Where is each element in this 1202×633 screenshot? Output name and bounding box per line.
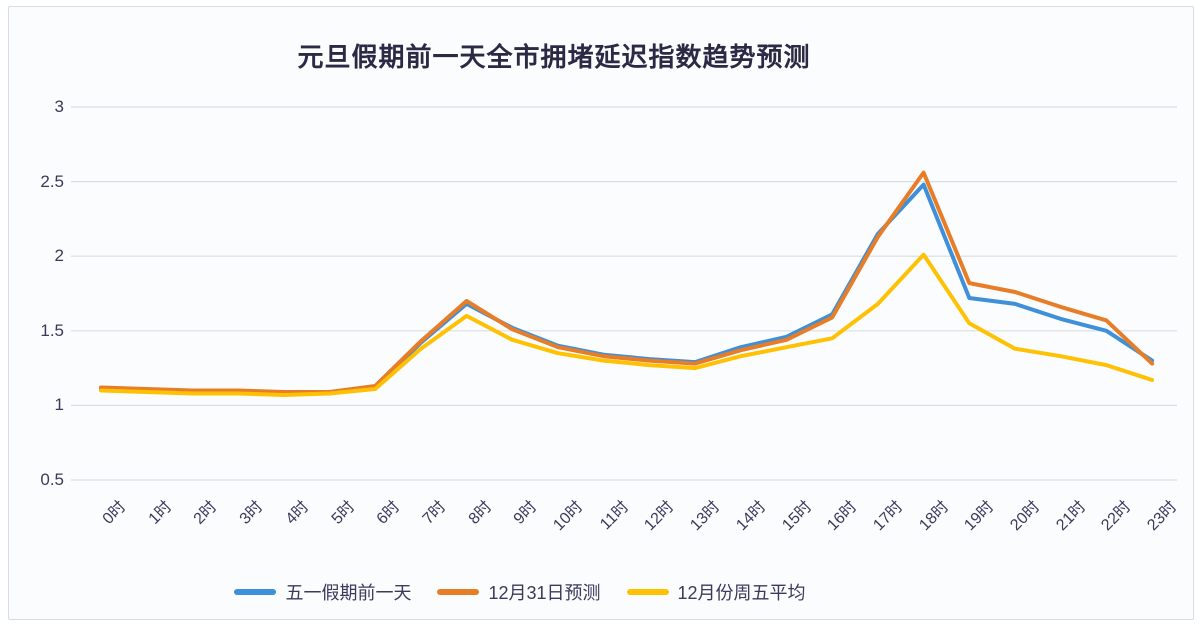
series-line-1 xyxy=(99,170,1155,394)
legend-swatch-icon xyxy=(234,589,277,595)
y-tick-label: 2.5 xyxy=(40,171,64,191)
legend-label: 12月31日预测 xyxy=(488,583,601,603)
chart-legend: 五一假期前一天 12月31日预测 12月份周五平均 xyxy=(9,579,1031,605)
line-chart-canvas xyxy=(71,106,1177,481)
chart-title: 元旦假期前一天全市拥堵延迟指数趋势预测 xyxy=(297,42,811,72)
legend-label: 12月份周五平均 xyxy=(677,583,806,603)
legend-item-2: 12月份周五平均 xyxy=(626,579,806,605)
y-tick-label: 1 xyxy=(54,395,64,415)
y-tick-label: 2 xyxy=(54,246,64,266)
y-tick-label: 0.5 xyxy=(40,470,64,489)
chart-card: 元旦假期前一天全市拥堵延迟指数趋势预测 0.5 1 1.5 2 2.5 3 0时 1时 2时 3… xyxy=(8,6,1194,620)
legend-item-0: 五一假期前一天 xyxy=(234,579,411,605)
legend-label: 五一假期前一天 xyxy=(285,583,412,603)
y-tick-label: 3 xyxy=(54,97,64,116)
legend-swatch-icon xyxy=(437,589,480,595)
series-line-2 xyxy=(99,252,1155,397)
legend-swatch-icon xyxy=(626,589,669,595)
legend-item-1: 12月31日预测 xyxy=(437,579,601,605)
y-tick-label: 1.5 xyxy=(40,320,64,340)
